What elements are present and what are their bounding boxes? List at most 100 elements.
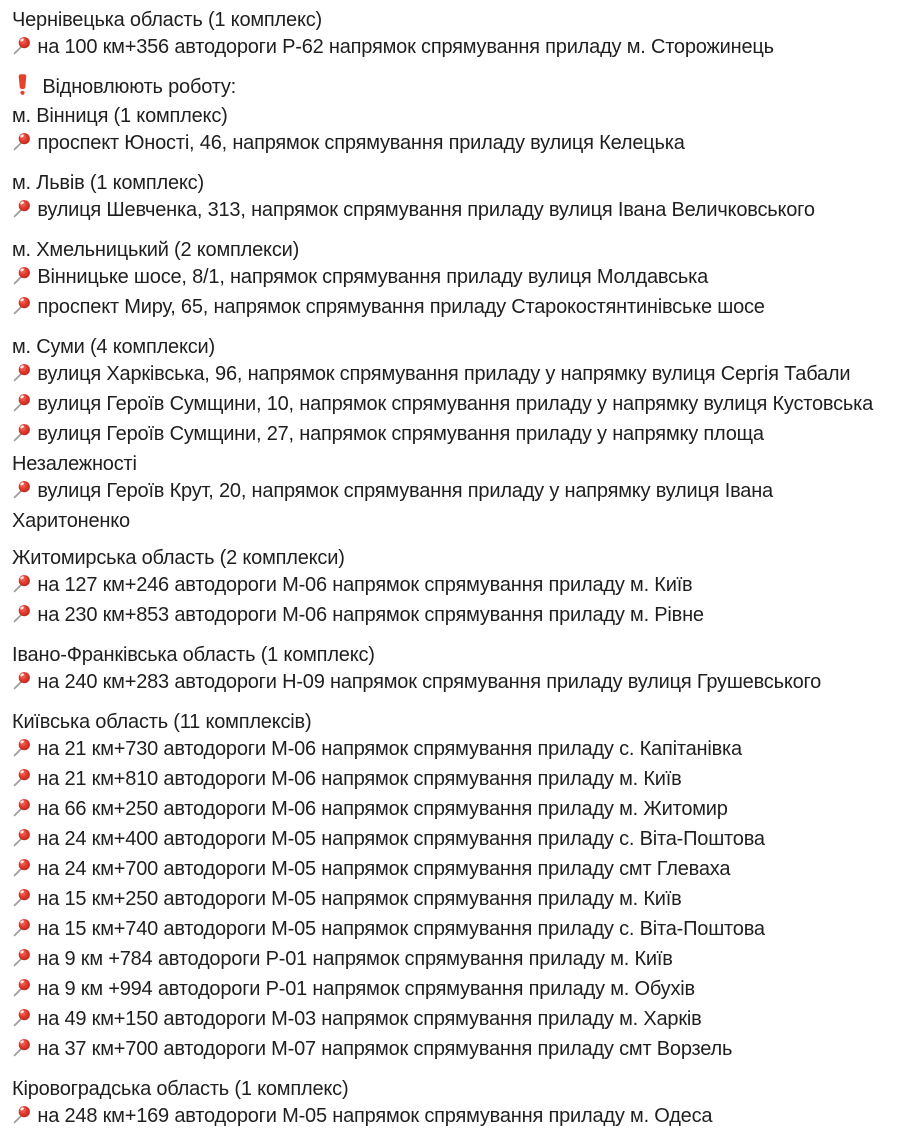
line-text: Київська область (11 комплексів) [12,711,312,733]
pushpin-icon [12,738,31,766]
camera-location-line: на 230 км+853 автодороги М-06 напрямок с… [12,602,889,632]
paragraph: Житомирська область (2 комплекси) на 127… [12,545,889,632]
camera-location-line: проспект Юності, 46, напрямок спрямуванн… [12,130,889,160]
camera-location-line: на 9 км +994 автодороги Р-01 напрямок сп… [12,976,889,1006]
pushpin-icon [12,978,31,1006]
camera-location-line: на 127 км+246 автодороги М-06 напрямок с… [12,572,889,602]
paragraph: Київська область (11 комплексів) на 21 к… [12,709,889,1066]
pushpin-icon [12,798,31,826]
pushpin-icon [12,363,31,391]
pushpin-icon [12,604,31,632]
line-text: м. Суми (4 комплекси) [12,336,215,358]
pushpin-icon [12,480,31,508]
camera-location-line: на 21 км+730 автодороги М-06 напрямок сп… [12,736,889,766]
group-heading: Київська область (11 комплексів) [12,709,889,736]
pushpin-icon [12,296,31,324]
group-heading: Житомирська область (2 комплекси) [12,545,889,572]
line-text: на 21 км+730 автодороги М-06 напрямок сп… [37,738,742,760]
group-heading: м. Вінниця (1 комплекс) [12,103,889,130]
camera-location-line: на 240 км+283 автодороги Н-09 напрямок с… [12,669,889,699]
paragraph: м. Львів (1 комплекс) вулиця Шевченка, 3… [12,170,889,227]
pushpin-icon [12,1105,31,1133]
camera-location-line: Вінницьке шосе, 8/1, напрямок спрямуванн… [12,264,889,294]
pushpin-icon [12,888,31,916]
line-text: Івано-Франківська область (1 комплекс) [12,644,375,666]
resume-notice-line: Відновлюють роботу: [12,74,889,103]
pushpin-icon [12,918,31,946]
camera-location-line: на 15 км+250 автодороги М-05 напрямок сп… [12,886,889,916]
camera-location-line: вулиця Героїв Крут, 20, напрямок спрямув… [12,478,889,535]
line-text: на 240 км+283 автодороги Н-09 напрямок с… [37,671,822,693]
camera-location-line: на 49 км+150 автодороги М-03 напрямок сп… [12,1006,889,1036]
camera-location-line: на 66 км+250 автодороги М-06 напрямок сп… [12,796,889,826]
pushpin-icon [12,266,31,294]
pushpin-icon [12,768,31,796]
line-text: на 230 км+853 автодороги М-06 напрямок с… [37,604,704,626]
line-text: на 24 км+700 автодороги М-05 напрямок сп… [37,858,731,880]
camera-location-line: на 100 км+356 автодороги Р-62 напрямок с… [12,34,889,64]
line-text: вулиця Героїв Сумщини, 10, напрямок спря… [37,393,874,415]
camera-location-line: на 37 км+700 автодороги М-07 напрямок сп… [12,1036,889,1066]
pushpin-icon [12,858,31,886]
line-text: Чернівецька область (1 комплекс) [12,9,322,31]
camera-location-line: вулиця Героїв Сумщини, 10, напрямок спря… [12,391,889,421]
line-text: на 24 км+400 автодороги М-05 напрямок сп… [37,828,765,850]
group-heading: м. Львів (1 комплекс) [12,170,889,197]
line-text: на 100 км+356 автодороги Р-62 напрямок с… [37,36,774,58]
camera-location-line: на 24 км+700 автодороги М-05 напрямок сп… [12,856,889,886]
pushpin-icon [12,1008,31,1036]
pushpin-icon [12,671,31,699]
line-text: на 66 км+250 автодороги М-06 напрямок сп… [37,798,728,820]
pushpin-icon [12,948,31,976]
line-text: на 127 км+246 автодороги М-06 напрямок с… [37,574,693,596]
line-text: м. Львів (1 комплекс) [12,172,204,194]
camera-location-line: на 9 км +784 автодороги Р-01 напрямок сп… [12,946,889,976]
line-text: на 37 км+700 автодороги М-07 напрямок сп… [37,1038,733,1060]
group-heading: м. Хмельницький (2 комплекси) [12,237,889,264]
camera-location-line: вулиця Шевченка, 313, напрямок спрямуван… [12,197,889,227]
line-text: на 248 км+169 автодороги М-05 напрямок с… [37,1105,713,1127]
camera-location-line: на 21 км+810 автодороги М-06 напрямок сп… [12,766,889,796]
paragraph: Відновлюють роботу: м. Вінниця (1 комплек… [12,74,889,160]
pushpin-icon [12,393,31,421]
group-heading: Івано-Франківська область (1 комплекс) [12,642,889,669]
line-text: вулиця Героїв Сумщини, 27, напрямок спря… [12,423,764,475]
line-text: Вінницьке шосе, 8/1, напрямок спрямуванн… [37,266,709,288]
group-heading: Чернівецька область (1 комплекс) [12,7,889,34]
line-text: проспект Юності, 46, напрямок спрямуванн… [37,132,685,154]
line-text: на 21 км+810 автодороги М-06 напрямок сп… [37,768,682,790]
line-text: вулиця Харківська, 96, напрямок спрямува… [37,363,851,385]
line-text: Відновлюють роботу: [42,76,237,98]
pushpin-icon [12,828,31,856]
camera-location-line: на 24 км+400 автодороги М-05 напрямок сп… [12,826,889,856]
paragraph: Чернівецька область (1 комплекс) на 100 … [12,7,889,64]
paragraph: Івано-Франківська область (1 комплекс) н… [12,642,889,699]
line-text: проспект Миру, 65, напрямок спрямування … [37,296,765,318]
pushpin-icon [12,1038,31,1066]
line-text: на 9 км +994 автодороги Р-01 напрямок сп… [37,978,695,1000]
group-heading: м. Суми (4 комплекси) [12,334,889,361]
line-text: на 15 км+250 автодороги М-05 напрямок сп… [37,888,682,910]
line-text: вулиця Шевченка, 313, напрямок спрямуван… [37,199,815,221]
paragraph: м. Суми (4 комплекси) вулиця Харківська,… [12,334,889,535]
camera-location-line: вулиця Харківська, 96, напрямок спрямува… [12,361,889,391]
line-text: вулиця Героїв Крут, 20, напрямок спрямув… [12,480,773,532]
line-text: Житомирська область (2 комплекси) [12,547,345,569]
group-heading: Кіровоградська область (1 комплекс) [12,1076,889,1103]
red-exclamation-icon [17,74,28,103]
paragraph: Кіровоградська область (1 комплекс) на 2… [12,1076,889,1133]
line-text: м. Хмельницький (2 комплекси) [12,239,300,261]
line-text: Кіровоградська область (1 комплекс) [12,1078,349,1100]
pushpin-icon [12,132,31,160]
camera-location-line: на 248 км+169 автодороги М-05 напрямок с… [12,1103,889,1133]
camera-location-line: вулиця Героїв Сумщини, 27, напрямок спря… [12,421,889,478]
paragraph: м. Хмельницький (2 комплекси) Вінницьке … [12,237,889,324]
camera-location-line: проспект Миру, 65, напрямок спрямування … [12,294,889,324]
line-text: на 9 км +784 автодороги Р-01 напрямок сп… [37,948,673,970]
pushpin-icon [12,574,31,602]
pushpin-icon [12,199,31,227]
pushpin-icon [12,36,31,64]
line-text: на 15 км+740 автодороги М-05 напрямок сп… [37,918,765,940]
line-text: м. Вінниця (1 комплекс) [12,105,228,127]
